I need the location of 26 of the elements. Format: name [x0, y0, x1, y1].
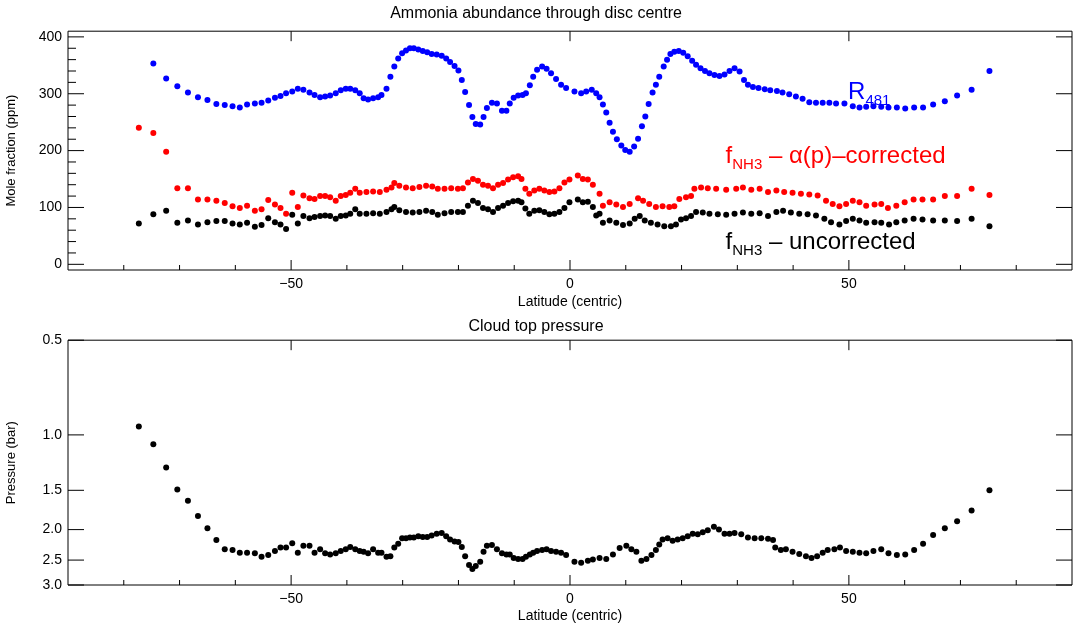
y-axis-title: Pressure (bar) — [3, 421, 19, 505]
x-tick-label: 50 — [841, 589, 857, 606]
chart-title: Ammonia abundance through disc centre — [390, 4, 682, 22]
y-tick-label: 1.5 — [42, 481, 63, 498]
series-label: f$_{NH3}$ – uncorrected — [725, 227, 916, 259]
x-tick-label: 0 — [566, 274, 575, 291]
x-axis-title: Latitude (centric) — [517, 607, 623, 624]
y-tick-label: 0 — [54, 255, 63, 272]
y-tick-label: 400 — [38, 27, 63, 44]
x-tick-label: −50 — [279, 274, 304, 291]
series-label: f$_{NH3}$ – α(p)–corrected — [725, 141, 946, 173]
series-label: R$_{481}$ — [848, 76, 891, 108]
y-tick-label: 2.0 — [42, 520, 63, 537]
y-tick-label: 100 — [38, 198, 63, 215]
y-axis-title: Mole fraction (ppm) — [3, 94, 19, 207]
x-axis-title: Latitude (centric) — [517, 293, 623, 310]
x-tick-label: 50 — [841, 274, 857, 291]
y-tick-label: 200 — [38, 141, 63, 158]
y-tick-label: 300 — [38, 84, 63, 101]
chart-title: Cloud top pressure — [468, 317, 604, 335]
y-tick-label: 0.5 — [42, 331, 63, 348]
y-tick-label: 1.0 — [42, 425, 63, 442]
y-tick-label: 3.0 — [42, 575, 63, 592]
x-tick-label: 0 — [566, 589, 575, 606]
y-tick-label: 2.5 — [42, 550, 63, 567]
x-tick-label: −50 — [279, 589, 304, 606]
